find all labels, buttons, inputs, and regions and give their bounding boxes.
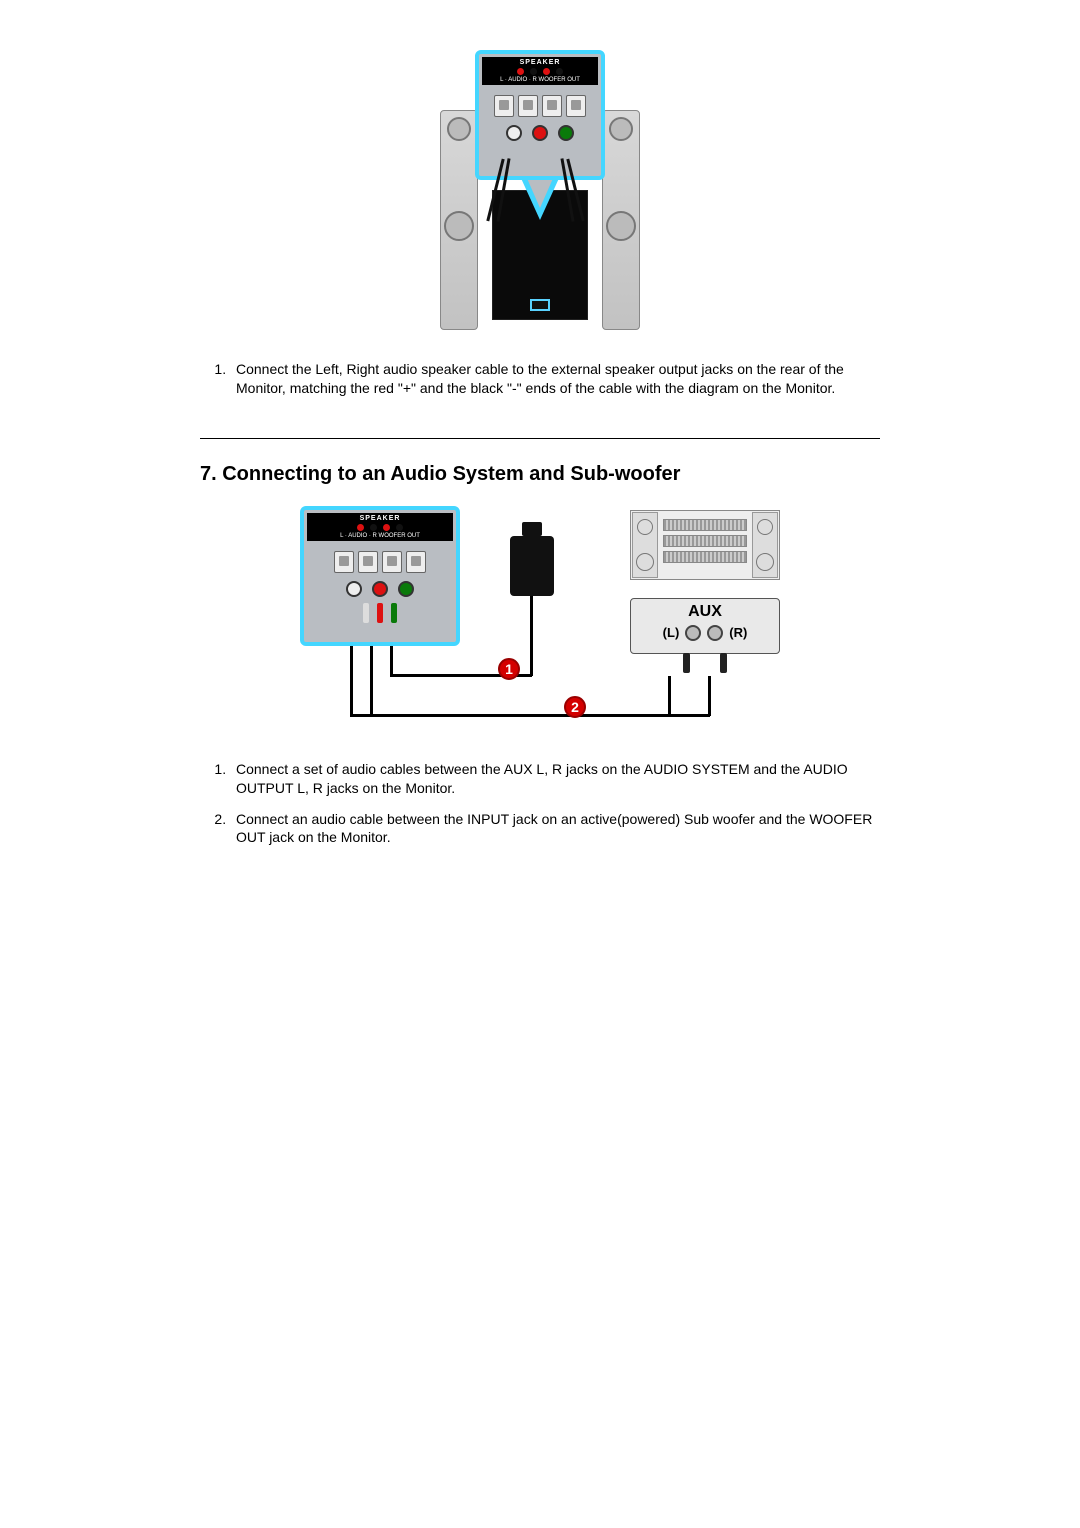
- terminal-black-icon: [556, 68, 563, 75]
- speaker-clip-icon: [542, 95, 562, 117]
- panel-header: SPEAKER L · AUDIO · R WOOFER OUT: [482, 57, 598, 85]
- subwoofer-icon: [510, 536, 554, 596]
- right-speaker-icon: [602, 110, 640, 330]
- aux-plug-row: [631, 653, 779, 673]
- section2-instructions: Connect a set of audio cables between th…: [200, 760, 880, 848]
- section-divider: [200, 438, 880, 439]
- callout-badge-1: 1: [498, 658, 520, 680]
- terminal-red-icon: [543, 68, 550, 75]
- jack-red-icon: [532, 125, 548, 141]
- speaker-clip-icon: [518, 95, 538, 117]
- aux-left-label: (L): [663, 625, 680, 640]
- speaker-clip-icon: [358, 551, 378, 573]
- aux-cable-icon: [708, 676, 711, 716]
- speaker-clip-icon: [382, 551, 402, 573]
- aux-jack-right-icon: [707, 625, 723, 641]
- aux-callout: AUX (L) (R): [630, 598, 780, 654]
- plug-green-icon: [391, 603, 397, 623]
- aux-jack-row: (L) (R): [631, 625, 779, 641]
- speaker-clip-icon: [406, 551, 426, 573]
- plug-white-icon: [363, 603, 369, 623]
- aux-cable-icon: [370, 646, 373, 716]
- aux-plug-icon: [720, 653, 727, 673]
- aux-plug-icon: [683, 653, 690, 673]
- audio-out-label: L · AUDIO · R WOOFER OUT: [307, 533, 453, 539]
- section1-instructions: Connect the Left, Right audio speaker ca…: [200, 360, 880, 398]
- audio-jack-row: [479, 125, 601, 141]
- speaker-terminal-row: [307, 524, 453, 531]
- callout-pointer-icon: [520, 176, 560, 220]
- terminal-black-icon: [370, 524, 377, 531]
- document-page: SPEAKER L · AUDIO · R WOOFER OUT: [0, 0, 1080, 847]
- aux-cable-icon: [668, 714, 710, 717]
- callout-badge-2: 2: [564, 696, 586, 718]
- terminal-black-icon: [396, 524, 403, 531]
- speaker-clip-icon: [566, 95, 586, 117]
- plug-red-icon: [377, 603, 383, 623]
- subwoofer-cable-icon: [390, 646, 393, 676]
- speaker-label: SPEAKER: [482, 59, 598, 66]
- terminal-black-icon: [530, 68, 537, 75]
- jack-green-icon: [558, 125, 574, 141]
- stereo-speaker-right-icon: [752, 512, 778, 578]
- aux-cable-icon: [350, 714, 710, 717]
- monitor-panel-highlight: [530, 299, 550, 311]
- aux-cable-icon: [350, 646, 353, 716]
- aux-right-label: (R): [729, 625, 747, 640]
- audio-out-label: L · AUDIO · R WOOFER OUT: [482, 77, 598, 83]
- speaker-clip-icon: [494, 95, 514, 117]
- speaker-connection-diagram: SPEAKER L · AUDIO · R WOOFER OUT: [440, 50, 640, 330]
- jack-white-icon: [506, 125, 522, 141]
- aux-cable-icon: [668, 676, 671, 716]
- jack-green-icon: [398, 581, 414, 597]
- terminal-red-icon: [517, 68, 524, 75]
- stereo-deck-icon: [663, 551, 747, 563]
- subwoofer-cable-icon: [530, 596, 533, 676]
- stereo-deck-icon: [663, 535, 747, 547]
- terminal-red-icon: [383, 524, 390, 531]
- speaker-clip-row: [479, 95, 601, 117]
- jack-red-icon: [372, 581, 388, 597]
- audio-subwoofer-diagram: SPEAKER L · AUDIO · R WOOFER OUT: [300, 506, 780, 736]
- stereo-deck-icon: [663, 519, 747, 531]
- speaker-panel-callout: SPEAKER L · AUDIO · R WOOFER OUT: [475, 50, 605, 180]
- instruction-item: Connect a set of audio cables between th…: [230, 760, 880, 798]
- instruction-item: Connect the Left, Right audio speaker ca…: [230, 360, 880, 398]
- terminal-red-icon: [357, 524, 364, 531]
- speaker-label: SPEAKER: [307, 515, 453, 522]
- panel-header: SPEAKER L · AUDIO · R WOOFER OUT: [307, 513, 453, 541]
- audio-jack-row: [304, 581, 456, 597]
- stereo-speaker-left-icon: [632, 512, 658, 578]
- instruction-item: Connect an audio cable between the INPUT…: [230, 810, 880, 848]
- audio-system-icon: [630, 510, 780, 580]
- speaker-terminal-row: [482, 68, 598, 75]
- speaker-clip-icon: [334, 551, 354, 573]
- aux-title: AUX: [631, 603, 779, 621]
- section2-heading: 7. Connecting to an Audio System and Sub…: [200, 463, 880, 486]
- speaker-clip-row: [304, 551, 456, 573]
- left-speaker-icon: [440, 110, 478, 330]
- monitor-panel-callout: SPEAKER L · AUDIO · R WOOFER OUT: [300, 506, 460, 646]
- stereo-decks: [661, 515, 749, 575]
- audio-plug-row: [304, 603, 456, 623]
- jack-white-icon: [346, 581, 362, 597]
- aux-jack-left-icon: [685, 625, 701, 641]
